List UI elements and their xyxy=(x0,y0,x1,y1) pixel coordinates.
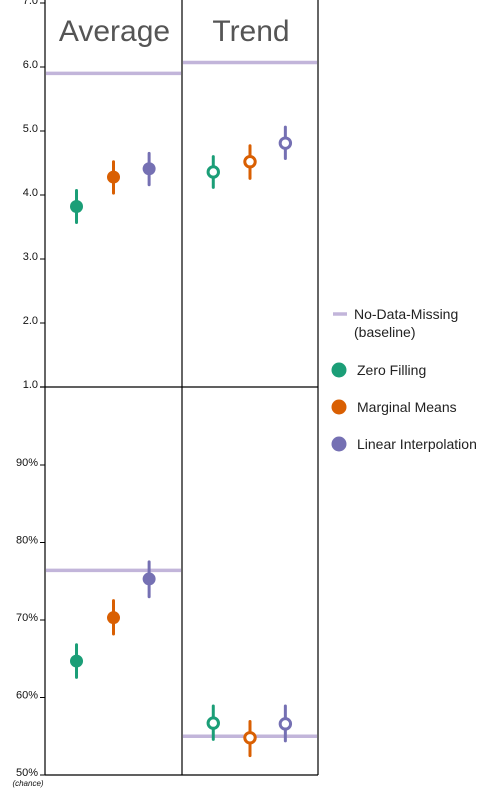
y-tick-label: 70% xyxy=(16,612,38,624)
point-zero-filling xyxy=(70,654,84,668)
legend-label-zero-filling: Zero Filling xyxy=(357,362,426,378)
point-zero-filling xyxy=(206,716,220,730)
legend-label-linear-interpolation: Linear Interpolation xyxy=(357,436,477,452)
y-tick-label: 2.0 xyxy=(23,315,38,327)
y-tick-label: 60% xyxy=(16,690,38,702)
y-tick-label: 3.0 xyxy=(23,251,38,263)
y-tick-label: 80% xyxy=(16,535,38,547)
point-marginal-means xyxy=(107,170,120,184)
legend-baseline-label: No-Data-Missing xyxy=(354,306,458,322)
y-tick-label: 50% xyxy=(16,767,38,779)
legend-label-marginal-means: Marginal Means xyxy=(357,399,457,415)
point-linear-interpolation xyxy=(278,717,293,731)
point-marginal-means xyxy=(107,611,120,625)
y-tick-note: (chance) xyxy=(12,779,43,788)
y-tick-label: 1.0 xyxy=(23,379,38,391)
legend-swatch-marginal-means xyxy=(331,399,347,415)
legend-swatch-zero-filling xyxy=(331,362,347,378)
point-marginal-means xyxy=(243,731,257,745)
panel-title-average: Average xyxy=(59,15,170,48)
y-tick-label: 90% xyxy=(16,457,38,469)
point-linear-interpolation xyxy=(142,572,156,586)
legend-baseline-label-line2: (baseline) xyxy=(354,324,415,340)
y-tick-label: 5.0 xyxy=(23,123,38,135)
point-zero-filling xyxy=(70,200,84,214)
point-linear-interpolation xyxy=(278,136,293,150)
point-marginal-means xyxy=(243,155,257,169)
y-tick-label: 6.0 xyxy=(23,59,38,71)
point-linear-interpolation xyxy=(142,162,156,176)
y-tick-label: 4.0 xyxy=(23,187,38,199)
legend-swatch-linear-interpolation xyxy=(331,436,347,452)
y-tick-label: 7.0 xyxy=(23,0,38,7)
point-zero-filling xyxy=(206,165,220,179)
panel-title-trend: Trend xyxy=(212,15,289,48)
